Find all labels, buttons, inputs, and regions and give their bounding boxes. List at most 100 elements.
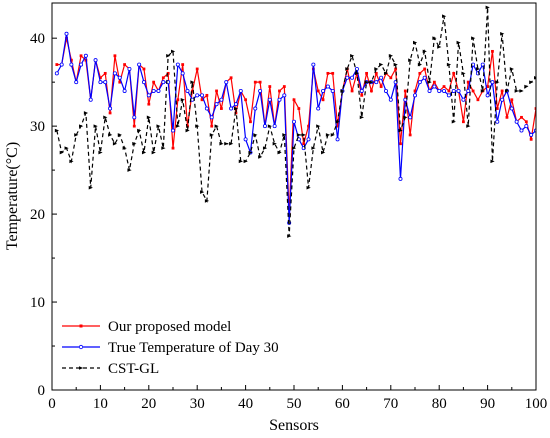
data-point: [471, 89, 475, 93]
data-point: [456, 88, 461, 93]
data-point: [529, 137, 533, 141]
series-cst-gl: [54, 5, 536, 238]
data-point: [64, 146, 69, 150]
data-point: [354, 71, 360, 76]
data-point: [466, 80, 470, 84]
data-point: [383, 88, 388, 93]
data-point: [297, 107, 301, 110]
data-point: [118, 80, 122, 84]
data-point: [200, 98, 204, 102]
data-point: [379, 85, 383, 88]
data-point: [514, 119, 519, 124]
data-point: [127, 66, 132, 71]
legend-item-our-proposed-model: Our proposed model: [62, 319, 231, 335]
data-point: [330, 133, 335, 137]
data-point: [79, 54, 83, 58]
data-point: [282, 133, 287, 137]
data-point: [141, 80, 146, 85]
data-point: [432, 84, 437, 89]
data-point: [238, 159, 243, 164]
data-point: [272, 124, 277, 129]
data-point: [446, 93, 451, 98]
data-point: [509, 106, 514, 111]
data-point: [195, 67, 199, 71]
data-point: [359, 115, 364, 120]
data-point: [267, 124, 272, 128]
data-point: [370, 89, 373, 93]
data-point: [365, 71, 368, 75]
data-point: [132, 115, 137, 120]
data-point: [306, 185, 311, 190]
data-point: [451, 88, 456, 93]
data-point: [171, 49, 176, 54]
x-tick-label: 80: [432, 396, 447, 412]
data-point: [233, 106, 239, 111]
data-point: [175, 124, 181, 128]
data-point: [408, 58, 413, 62]
data-point: [123, 63, 126, 66]
legend-item-cst-gl: CST-GL: [62, 361, 159, 377]
data-point: [175, 62, 180, 67]
data-point: [74, 133, 79, 137]
data-point: [461, 71, 466, 76]
data-point: [54, 128, 60, 133]
data-point: [466, 88, 471, 93]
data-point: [296, 133, 302, 137]
x-tick-label: 30: [190, 396, 205, 412]
data-point: [267, 97, 272, 102]
y-tick-label: 20: [30, 207, 45, 223]
data-point: [519, 89, 524, 93]
data-point: [292, 98, 296, 102]
data-point: [480, 62, 485, 67]
series-layer: [54, 5, 536, 238]
data-point: [524, 124, 529, 129]
x-tick-label: 60: [335, 396, 350, 412]
data-point: [340, 89, 345, 93]
data-point: [132, 141, 137, 146]
data-point: [171, 146, 175, 150]
data-point: [403, 97, 408, 102]
series-true-temperature-of-day-30: [54, 31, 536, 225]
x-tick-label: 90: [480, 396, 495, 412]
data-point: [398, 128, 403, 133]
data-point: [146, 115, 151, 120]
data-point: [326, 71, 330, 75]
data-point: [321, 98, 325, 102]
data-point: [132, 124, 136, 128]
data-point: [316, 89, 320, 93]
data-point: [485, 5, 490, 10]
x-axis-label: Sensors: [269, 417, 319, 434]
data-point: [209, 115, 214, 120]
data-point: [262, 146, 268, 150]
data-point: [330, 88, 335, 93]
data-point: [253, 106, 258, 111]
data-point: [520, 115, 523, 119]
legend-item-true-temperature-of-day-30: True Temperature of Day 30: [62, 340, 279, 356]
data-point: [156, 124, 161, 128]
data-point: [176, 98, 180, 102]
data-point: [98, 150, 103, 155]
data-point: [185, 128, 190, 133]
data-point: [331, 71, 335, 75]
data-point: [181, 63, 185, 66]
data-point: [486, 85, 489, 88]
series-line: [56, 33, 536, 223]
data-point: [437, 45, 442, 49]
data-point: [229, 76, 233, 80]
series-line: [56, 7, 536, 237]
data-point: [64, 31, 69, 36]
data-point: [374, 80, 379, 85]
x-tick-label: 100: [525, 396, 548, 412]
y-tick-label: 0: [38, 383, 46, 399]
data-point: [529, 132, 534, 137]
data-point: [442, 14, 447, 18]
data-point: [471, 36, 476, 40]
data-point: [200, 93, 205, 98]
data-point: [69, 159, 74, 164]
data-point: [408, 133, 412, 137]
data-point: [287, 234, 292, 238]
data-point: [103, 80, 108, 85]
data-point: [59, 150, 64, 155]
data-point: [74, 80, 79, 85]
